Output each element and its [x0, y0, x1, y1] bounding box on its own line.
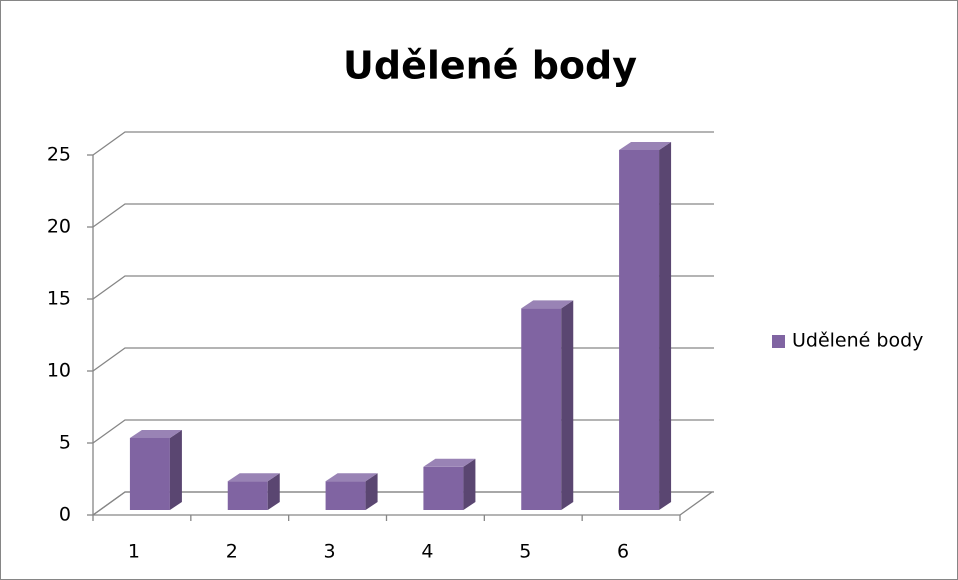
bar-top [129, 430, 182, 438]
y-tick-label: 5 [59, 432, 71, 454]
y-tick-label: 10 [47, 360, 71, 382]
bar-side [267, 473, 280, 510]
bar-side [561, 300, 574, 510]
bar [619, 150, 660, 510]
grid-line [92, 491, 714, 516]
y-tick-label: 15 [47, 288, 71, 310]
bar-top [423, 458, 476, 467]
bar-top [521, 300, 574, 309]
bar [325, 481, 366, 510]
x-tick-label: 4 [421, 541, 433, 563]
x-tick-label: 2 [226, 541, 238, 563]
bar [423, 466, 464, 510]
bar-top [619, 142, 672, 150]
x-tick-label: 5 [519, 541, 531, 563]
bar-side [169, 430, 182, 510]
bar [521, 308, 562, 510]
bar-side [659, 142, 672, 510]
legend-label: Udělené body [792, 330, 923, 352]
x-tick-label: 3 [324, 541, 336, 563]
y-tick-label: 0 [59, 504, 71, 526]
bar-top [325, 473, 378, 482]
bar [129, 438, 170, 510]
legend-swatch [772, 335, 785, 348]
chart-title: Udělené body [343, 44, 637, 88]
grid-line [92, 131, 714, 156]
bar-side [463, 458, 476, 510]
bar-top [227, 473, 280, 482]
x-tick-label: 1 [128, 541, 140, 563]
grid-line [92, 419, 714, 444]
grid-line [92, 347, 714, 372]
x-tick-label: 6 [617, 541, 629, 563]
y-tick-label: 20 [47, 216, 71, 238]
grid-line [92, 275, 714, 300]
y-tick-label: 25 [47, 144, 71, 166]
bar-side [365, 473, 378, 510]
grid-line [92, 203, 714, 228]
bar [227, 481, 268, 510]
